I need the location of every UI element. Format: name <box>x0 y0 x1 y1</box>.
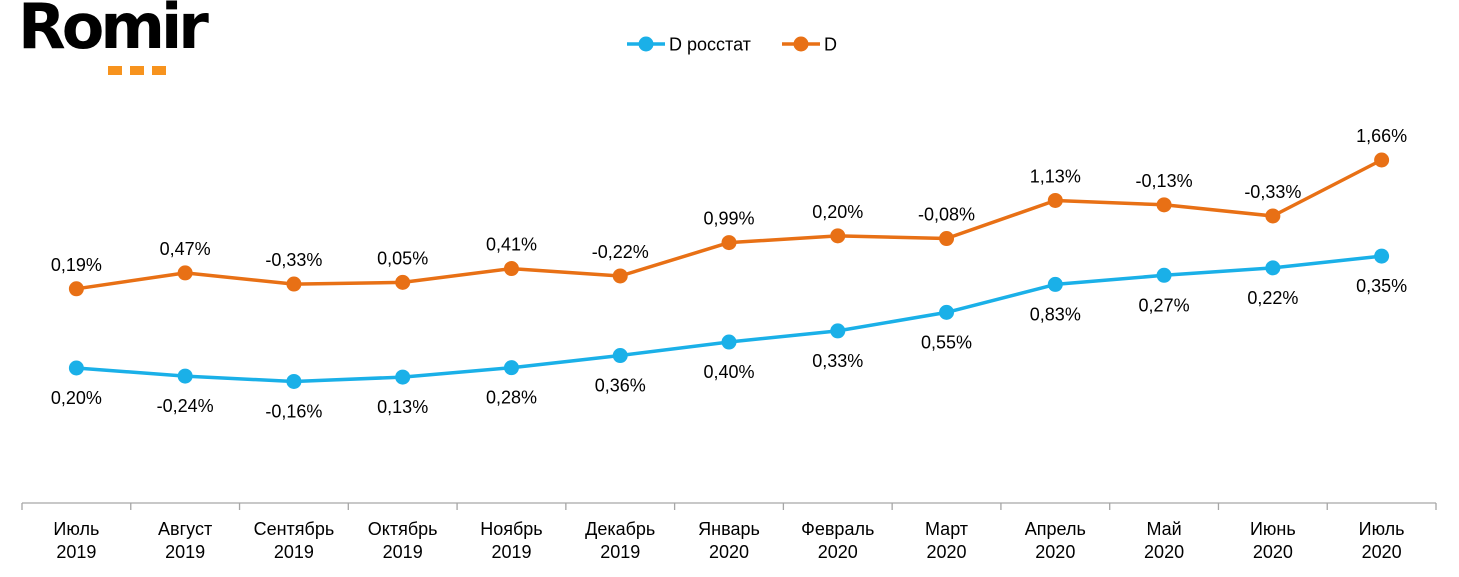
data-point <box>1156 197 1172 213</box>
data-label: 0,33% <box>812 351 863 371</box>
data-label: 0,83% <box>1030 304 1081 324</box>
data-label: 1,66% <box>1356 126 1407 146</box>
x-tick-label: Январь 2020 <box>698 519 760 562</box>
logo-text: Romir <box>18 0 209 63</box>
data-label: 0,20% <box>812 202 863 222</box>
legend-label: D росстат <box>669 35 751 55</box>
logo-dots <box>108 66 166 75</box>
x-tick-label: Февраль 2020 <box>801 519 874 562</box>
data-label: 0,05% <box>377 248 428 268</box>
data-label: 0,28% <box>486 388 537 408</box>
data-point <box>68 281 84 297</box>
data-point <box>939 304 955 320</box>
data-label: -0,33% <box>1244 182 1301 202</box>
legend-label: D <box>824 35 837 55</box>
x-tick-label: Март 2020 <box>925 519 968 562</box>
data-label: -0,13% <box>1136 171 1193 191</box>
data-point <box>177 265 193 281</box>
data-label: -0,24% <box>157 396 214 416</box>
data-point <box>721 235 737 251</box>
data-label: 0,13% <box>377 397 428 417</box>
data-point <box>395 274 411 290</box>
x-tick-label: Ноябрь 2019 <box>480 519 542 562</box>
logo-dot <box>152 66 166 75</box>
data-point <box>1047 276 1063 292</box>
data-label: 0,55% <box>921 332 972 352</box>
data-point <box>177 368 193 384</box>
data-label: 0,40% <box>703 362 754 382</box>
data-point <box>1374 248 1390 264</box>
data-label: 0,35% <box>1356 276 1407 296</box>
data-point <box>503 261 519 277</box>
data-point <box>1265 208 1281 224</box>
romir-logo: Romir <box>18 0 238 80</box>
data-point <box>1374 152 1390 168</box>
data-point <box>1047 192 1063 208</box>
data-label: 0,47% <box>160 239 211 259</box>
data-label: 0,22% <box>1247 288 1298 308</box>
data-point <box>68 360 84 376</box>
data-label: 0,99% <box>703 209 754 229</box>
legend-marker <box>638 36 654 52</box>
data-label: 1,13% <box>1030 166 1081 186</box>
x-tick-label: Июль 2019 <box>53 519 99 562</box>
x-tick-label: Апрель 2020 <box>1025 519 1086 562</box>
legend-marker <box>793 36 809 52</box>
data-label: 0,19% <box>51 255 102 275</box>
data-label: -0,16% <box>265 401 322 421</box>
logo-dot <box>108 66 122 75</box>
data-point <box>286 276 302 292</box>
data-point <box>830 228 846 244</box>
data-label: -0,08% <box>918 205 975 225</box>
data-point <box>286 373 302 389</box>
data-point <box>830 323 846 339</box>
data-label: 0,20% <box>51 388 102 408</box>
data-point <box>612 268 628 284</box>
data-label: -0,33% <box>265 250 322 270</box>
data-point <box>612 348 628 364</box>
x-tick-label: Декабрь 2019 <box>585 519 655 562</box>
data-label: -0,22% <box>592 242 649 262</box>
x-tick-label: Август 2019 <box>158 519 212 562</box>
x-tick-label: Сентябрь 2019 <box>254 519 335 562</box>
data-point <box>1265 260 1281 276</box>
x-tick-label: Июнь 2020 <box>1250 519 1296 562</box>
data-point <box>939 231 955 247</box>
data-label: 0,41% <box>486 235 537 255</box>
data-point <box>503 360 519 376</box>
x-tick-label: Октябрь 2019 <box>368 519 438 562</box>
data-point <box>395 369 411 385</box>
logo-dot <box>130 66 144 75</box>
data-point <box>721 334 737 350</box>
data-label: 0,27% <box>1139 295 1190 315</box>
data-label: 0,36% <box>595 376 646 396</box>
data-point <box>1156 267 1172 283</box>
x-tick-label: Май 2020 <box>1144 519 1184 562</box>
x-tick-label: Июль 2020 <box>1359 519 1405 562</box>
